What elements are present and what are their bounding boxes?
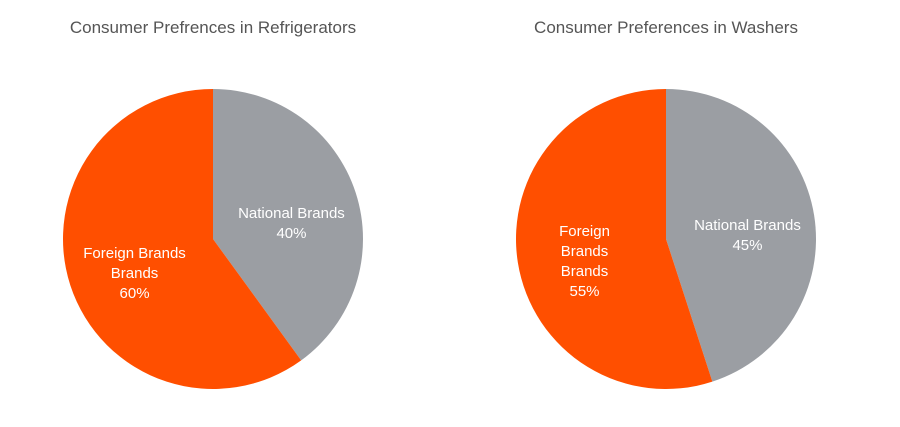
slice-label: Foreign Brands Brands 55%	[555, 222, 615, 302]
category-label: National Brands	[238, 204, 345, 222]
chart-title: Consumer Prefrences in Refrigerators	[69, 18, 357, 37]
category-label: National Brands	[694, 217, 801, 235]
category-label: Foreign Brands Brands	[83, 245, 186, 283]
chart-title: Consumer Preferences in Washers	[534, 18, 798, 37]
value-label: 60%	[119, 285, 150, 303]
value-label: 40%	[276, 224, 307, 242]
slice-label: National Brands 40%	[221, 204, 361, 244]
value-label: 45%	[732, 237, 763, 255]
category-label: Foreign Brands Brands	[559, 222, 610, 280]
pie-slice	[62, 89, 302, 390]
slice-label: Foreign Brands Brands 60%	[70, 244, 200, 304]
pie-slice	[516, 89, 713, 390]
pie-slice	[213, 89, 363, 361]
pie-slice	[666, 89, 817, 382]
slice-label: National Brands 45%	[677, 216, 817, 256]
value-label: 55%	[569, 282, 600, 300]
